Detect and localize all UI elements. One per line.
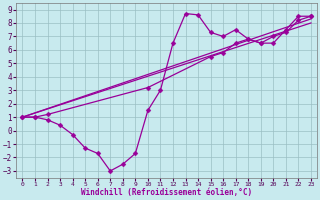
- X-axis label: Windchill (Refroidissement éolien,°C): Windchill (Refroidissement éolien,°C): [81, 188, 252, 197]
